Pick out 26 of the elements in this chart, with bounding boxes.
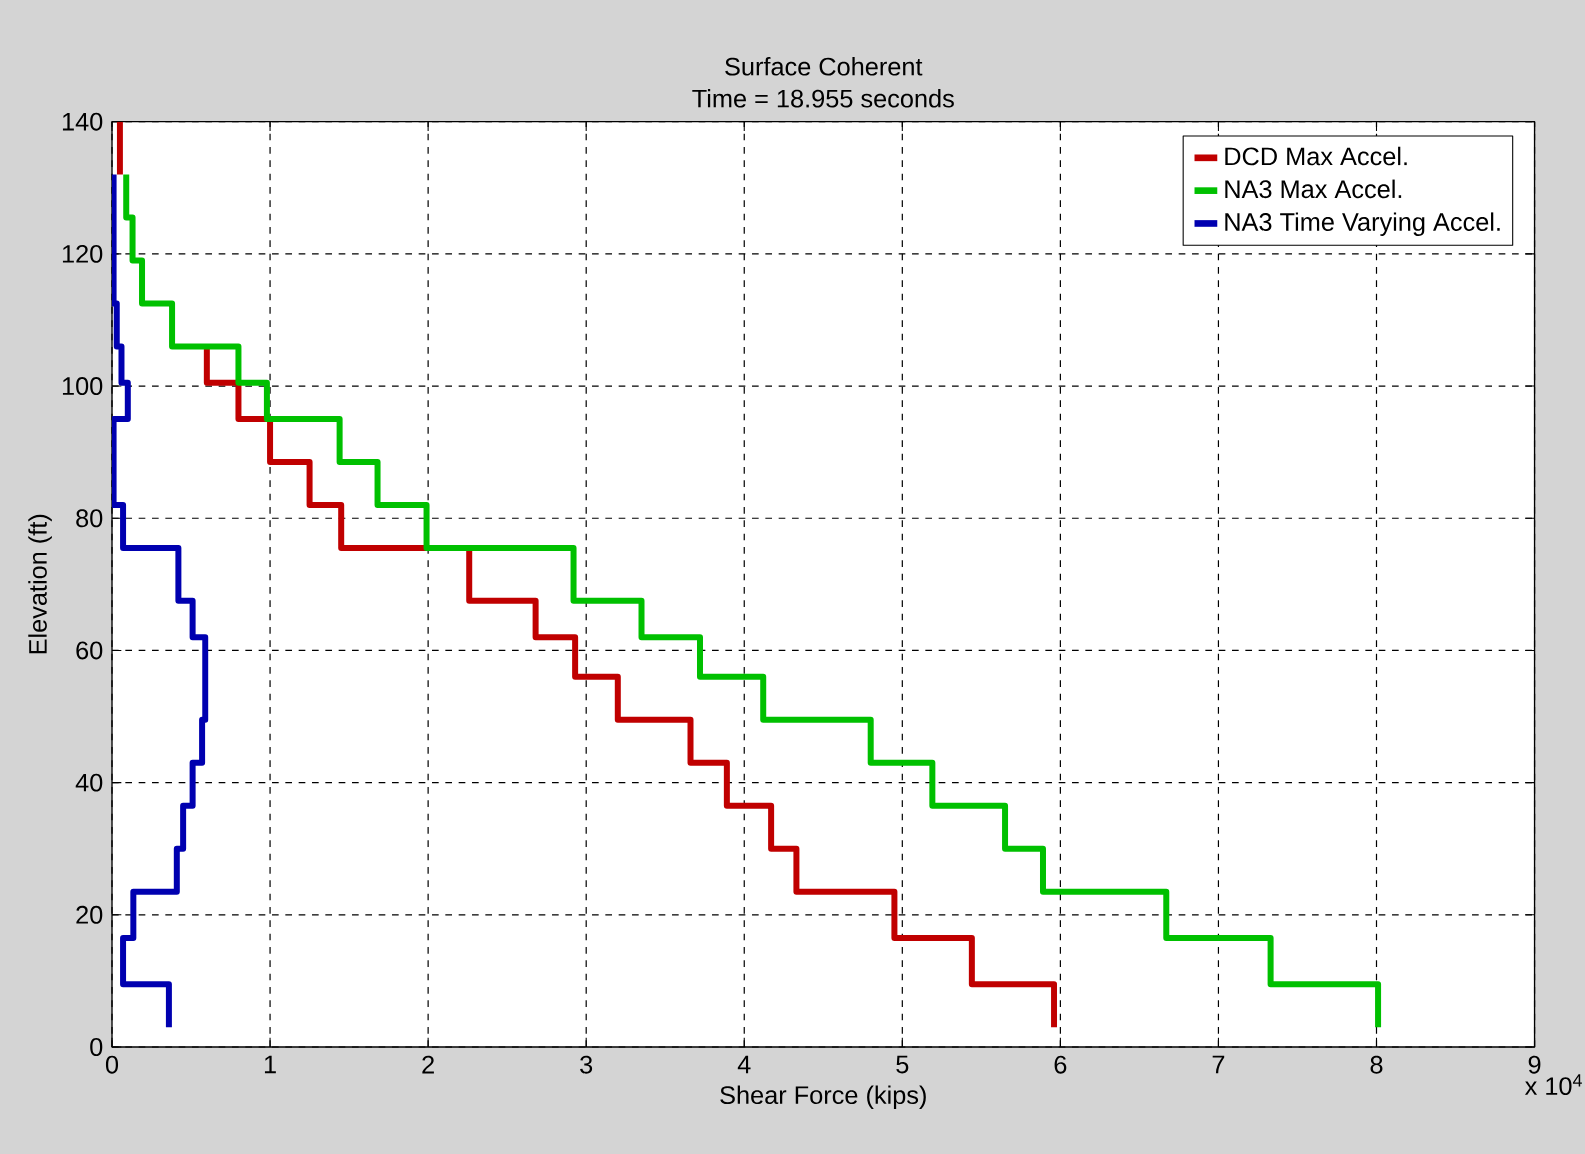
x-tick-label: 9 [1528, 1055, 1541, 1074]
x-tick-label: 3 [580, 1055, 593, 1074]
text: x 10$^{4}$ [1524, 1074, 1582, 1096]
chart-subtitle: Time = 18.955 seconds [692, 89, 954, 108]
chart-title: Surface Coherent [725, 57, 923, 76]
legend-label: DCD Max Accel. [1225, 146, 1407, 166]
x-tick-label: 7 [1212, 1055, 1225, 1074]
x-tick-label: 4 [737, 1055, 751, 1074]
y-axis-title: Elevation (ft) [28, 514, 52, 654]
x-tick-label: 1 [264, 1055, 276, 1074]
y-tick-label: 40 [75, 773, 103, 792]
y-tick-label: 80 [76, 509, 103, 528]
y-tick-label: 120 [62, 244, 103, 263]
y-tick-label: 140 [62, 112, 103, 131]
y-tick-label: 100 [62, 377, 103, 396]
legend-label: NA3 Max Accel. [1225, 179, 1402, 199]
y-tick-label: 20 [76, 905, 103, 924]
legend-label: NA3 Time Varying Accel. [1225, 212, 1500, 236]
x-tick-label: 5 [896, 1055, 909, 1074]
x-tick-label: 0 [105, 1055, 119, 1074]
x-tick-label: 2 [422, 1055, 434, 1074]
x-tick-label: 8 [1370, 1055, 1383, 1074]
y-tick-label: 0 [90, 1038, 103, 1056]
x-axis-title: Shear Force (kips) [720, 1085, 926, 1110]
y-tick-label: 60 [76, 641, 103, 660]
x-tick-label: 6 [1054, 1055, 1067, 1074]
